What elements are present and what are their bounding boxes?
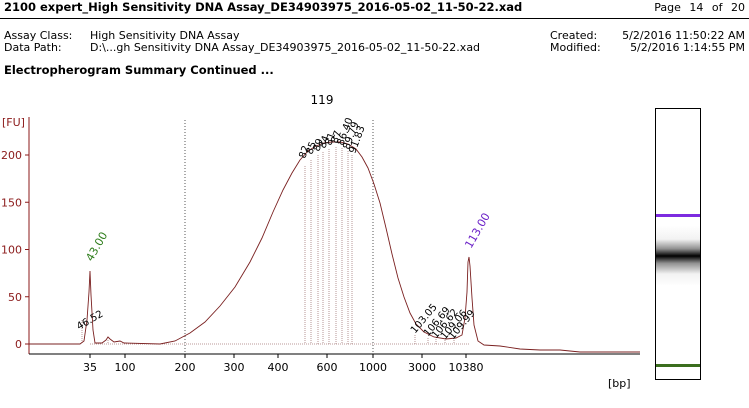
peak-label: 81 <box>323 131 338 147</box>
sample-label: 119 <box>311 93 334 107</box>
y-tick-label: 100 <box>1 244 22 257</box>
electropherogram-chart: 119 [FU] [bp] 0 50 100 150 200 35 100 200 300 40… <box>1 93 640 390</box>
x-tick-label: 1000 <box>359 361 387 374</box>
y-tick-label: 0 <box>15 338 22 351</box>
header-divider <box>0 18 749 19</box>
x-tick-label: 100 <box>115 361 136 374</box>
page-number: 14 <box>689 1 704 14</box>
x-tick-label: 300 <box>224 361 245 374</box>
assay-class-label: Assay Class: <box>4 29 73 42</box>
y-tick-label: 50 <box>8 291 22 304</box>
x-tick-label: 600 <box>317 361 338 374</box>
y-axis-label: [FU] <box>2 116 25 129</box>
report-title: 2100 expert_High Sensitivity DNA Assay_D… <box>4 0 523 14</box>
x-tick-label: 10380 <box>449 361 484 374</box>
upper-marker-label: 113.00 <box>462 211 493 251</box>
modified-label: Modified: <box>550 41 601 54</box>
y-tick-label: 200 <box>1 149 22 162</box>
page-word: Page <box>654 1 681 14</box>
data-path-label: Data Path: <box>4 41 62 54</box>
section-title: Electropherogram Summary Continued ... <box>4 63 274 77</box>
of-word: of <box>711 1 723 14</box>
peak-label: 82 <box>297 144 312 160</box>
created-value: 5/2/2016 11:50:22 AM <box>622 29 745 42</box>
y-tick-label: 150 <box>1 196 22 209</box>
x-ticks: 35 100 200 300 400 600 1000 3000 10380 <box>83 354 484 374</box>
lower-marker-band <box>656 364 700 367</box>
x-tick-label: 3000 <box>408 361 436 374</box>
lower-marker-label: 43.00 <box>83 230 110 264</box>
data-path-value: D:\...gh Sensitivity DNA Assay_DE3490397… <box>90 41 481 54</box>
assay-class-value: High Sensitivity DNA Assay <box>90 29 240 42</box>
peak-label: 89 <box>311 137 326 153</box>
peak-label: 84 <box>317 134 332 150</box>
electropherogram-trace <box>29 141 640 353</box>
x-tick-label: 35 <box>83 361 97 374</box>
peak-droplines <box>81 147 470 345</box>
x-tick-label: 200 <box>175 361 196 374</box>
created-label: Created: <box>550 29 598 42</box>
peak-label: 87 <box>329 129 344 145</box>
modified-value: 5/2/2016 1:14:55 PM <box>630 41 745 54</box>
upper-marker-band <box>656 214 700 217</box>
gel-smear <box>656 226 700 286</box>
x-tick-label: 400 <box>268 361 289 374</box>
peak-label: 46.52 <box>75 309 105 333</box>
page-indicator: Page 14 of 20 <box>649 1 745 14</box>
y-ticks: 0 50 100 150 200 <box>1 149 29 351</box>
x-axis-label: [bp] <box>608 377 631 390</box>
page-total: 20 <box>731 1 745 14</box>
peak-label: 85 <box>304 140 319 156</box>
virtual-gel-lane <box>655 108 701 380</box>
